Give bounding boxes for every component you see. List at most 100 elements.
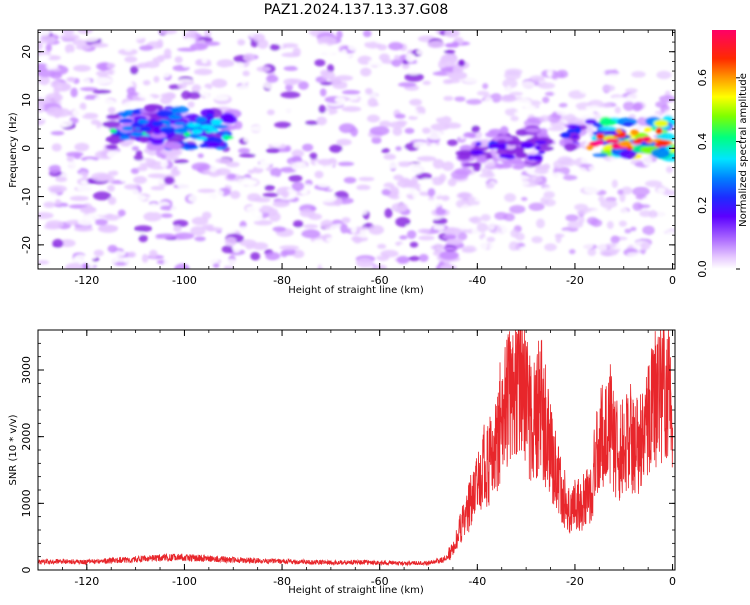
spectrogram-cell [320,219,334,230]
spectrogram-cell [47,55,62,61]
spectrogram-cell [648,217,666,223]
spectrogram-cell [573,148,585,157]
spectrogram-cell [527,192,544,199]
spectrogram-cell [302,143,314,152]
spectrogram-cell [266,74,279,83]
spectrogram-cell [474,197,489,203]
spectrogram-cell [224,236,237,247]
spectrogram-cell [546,67,553,78]
spectrogram-cell [123,101,143,109]
spectrogram-cell [624,228,632,234]
spectrogram-cell [92,89,112,94]
spectrogram-cell [191,84,202,95]
spectrogram-cell [365,87,373,95]
spectrogram-cell [320,152,330,160]
x-tick-label: -40 [468,575,486,588]
spectrogram-cell [182,211,196,218]
spectrogram-cell [485,155,493,160]
spectrogram-cell [305,67,315,77]
spectrogram-cell [321,70,336,80]
spectrogram-cell [439,149,452,158]
spectrogram-cell [649,161,660,171]
spectrogram-cell [215,168,231,176]
spectrogram-cell [619,192,626,203]
spectrogram-cell [528,202,545,211]
spectrogram-cell [249,100,261,107]
spectrogram-cell [356,189,371,200]
spectrogram-cell [206,128,219,133]
spectrogram-cell [405,53,416,63]
spectrogram-cell [393,101,402,109]
spectrogram-cell [221,115,238,124]
spectrogram-cell [381,148,390,154]
spectrogram-cell [150,137,165,146]
spectrogram-cell [576,210,588,215]
spectrogram-cell [173,159,189,164]
x-tick-label: -100 [172,575,197,588]
spectrogram-cell [163,141,182,150]
spectrogram-cell [216,59,235,68]
spectrogram-cell [121,125,136,131]
spectrogram-cell [94,218,108,226]
spectrogram-cell [332,81,349,90]
spectrogram-cell [439,250,459,260]
spectrogram-cell [393,174,404,181]
spectrogram-cell [427,187,436,197]
spectrogram-cell [488,241,498,251]
spectrogram-cell [413,141,427,149]
spectrogram-cell [250,125,264,132]
spectrogram-cell [45,220,64,229]
spectrogram-cell [353,154,371,160]
spectrogram-cell [441,53,455,63]
spectrogram-cell [621,211,637,222]
spectrogram-cell [266,109,275,116]
spectrogram-cell [38,212,54,220]
spectrogram-cell [253,219,273,226]
spectrogram-cell [79,206,97,214]
spectrogram-cell [340,242,355,247]
spectrogram-cell [327,64,335,73]
spectrogram-cell [404,72,424,82]
spectrogram-cell [657,187,666,194]
spectrogram-cell [198,143,209,148]
spectrogram-cell [630,129,639,136]
y-tick-label: 3000 [20,356,33,384]
spectrogram-cell [656,70,672,80]
spectrogram-cell [70,87,78,98]
spectrogram-cell [282,73,293,78]
spectrogram-cell [61,30,75,35]
spectrogram-cell [642,225,655,236]
spectrogram-cell [139,44,154,51]
spectrogram-cell [593,139,604,145]
spectrogram-cell [80,180,89,185]
spectrogram-cell [424,222,431,229]
spectrogram-cell [252,140,269,150]
spectrogram-cell [38,103,45,113]
spectrogram-cell [592,153,609,158]
spectrogram-cell [568,248,576,255]
spectrogram-cell [388,42,404,51]
spectrogram-cell [641,220,650,225]
spectrogram-cell [48,185,67,193]
spectrogram-cell [270,263,279,269]
spectrogram-cell [443,247,457,251]
y-tick-label: 0 [20,145,33,152]
spectrogram-cell [223,135,234,140]
spectrogram-cell [225,210,246,219]
spectrogram-cell [547,126,566,132]
spectrogram-cell [272,226,286,232]
spectrogram-cell [448,103,457,113]
spectrogram-cell [616,171,624,181]
snr-series-line [38,330,673,567]
spectrogram-cell [559,239,573,246]
spectrogram-cell [486,162,496,167]
spectrogram-cell [509,91,523,96]
spectrogram-cell [579,87,597,95]
spectrogram-cell [126,86,136,95]
spectrogram-cell [88,262,95,268]
spectrogram-cell [380,249,399,258]
spectrogram-cell [201,211,212,220]
spectrogram-cell [283,248,296,256]
spectrogram-cell [269,211,281,222]
spectrogram-cell [252,242,269,251]
